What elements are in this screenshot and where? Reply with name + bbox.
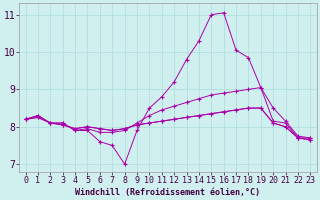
X-axis label: Windchill (Refroidissement éolien,°C): Windchill (Refroidissement éolien,°C): [76, 188, 260, 197]
